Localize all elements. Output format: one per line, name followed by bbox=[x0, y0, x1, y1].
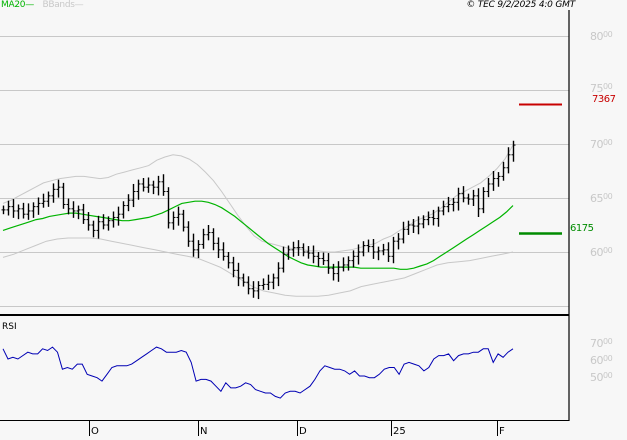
rsi-tick-60: 6000 bbox=[590, 354, 613, 367]
rsi-tick-50: 5000 bbox=[590, 371, 613, 384]
price-grid bbox=[0, 36, 569, 307]
x-tick-nov: N bbox=[200, 426, 208, 437]
x-axis-ticks bbox=[89, 421, 498, 436]
x-tick-dec: D bbox=[299, 426, 307, 437]
price-tick-7000: 7000 bbox=[590, 138, 613, 151]
bollinger-bands bbox=[2, 144, 514, 297]
price-tick-8000: 8000 bbox=[590, 30, 613, 43]
legend-bbands: BBands— bbox=[42, 0, 84, 10]
chart-frame bbox=[0, 10, 570, 421]
price-tick-6500: 6500 bbox=[590, 192, 613, 205]
level-markers bbox=[519, 103, 562, 235]
resistance-label: 7367 bbox=[592, 94, 616, 105]
rsi-line bbox=[2, 346, 514, 399]
price-bars bbox=[1, 140, 516, 300]
support-label: 6175 bbox=[570, 223, 594, 234]
rsi-tick-70: 7000 bbox=[590, 337, 613, 350]
x-tick-2025: 25 bbox=[393, 426, 406, 437]
legend-ma20: MA20— bbox=[1, 0, 34, 10]
rsi-panel-label: RSI bbox=[2, 322, 17, 332]
x-tick-oct: O bbox=[91, 426, 99, 437]
price-tick-6000: 6000 bbox=[590, 246, 613, 259]
chart-legend: MA20— BBands— bbox=[1, 0, 84, 11]
copyright-timestamp: © TEC 9/2/2025 4:0 GMT bbox=[466, 0, 575, 10]
x-tick-feb: F bbox=[499, 426, 505, 437]
price-tick-7500: 7500 bbox=[590, 82, 613, 95]
